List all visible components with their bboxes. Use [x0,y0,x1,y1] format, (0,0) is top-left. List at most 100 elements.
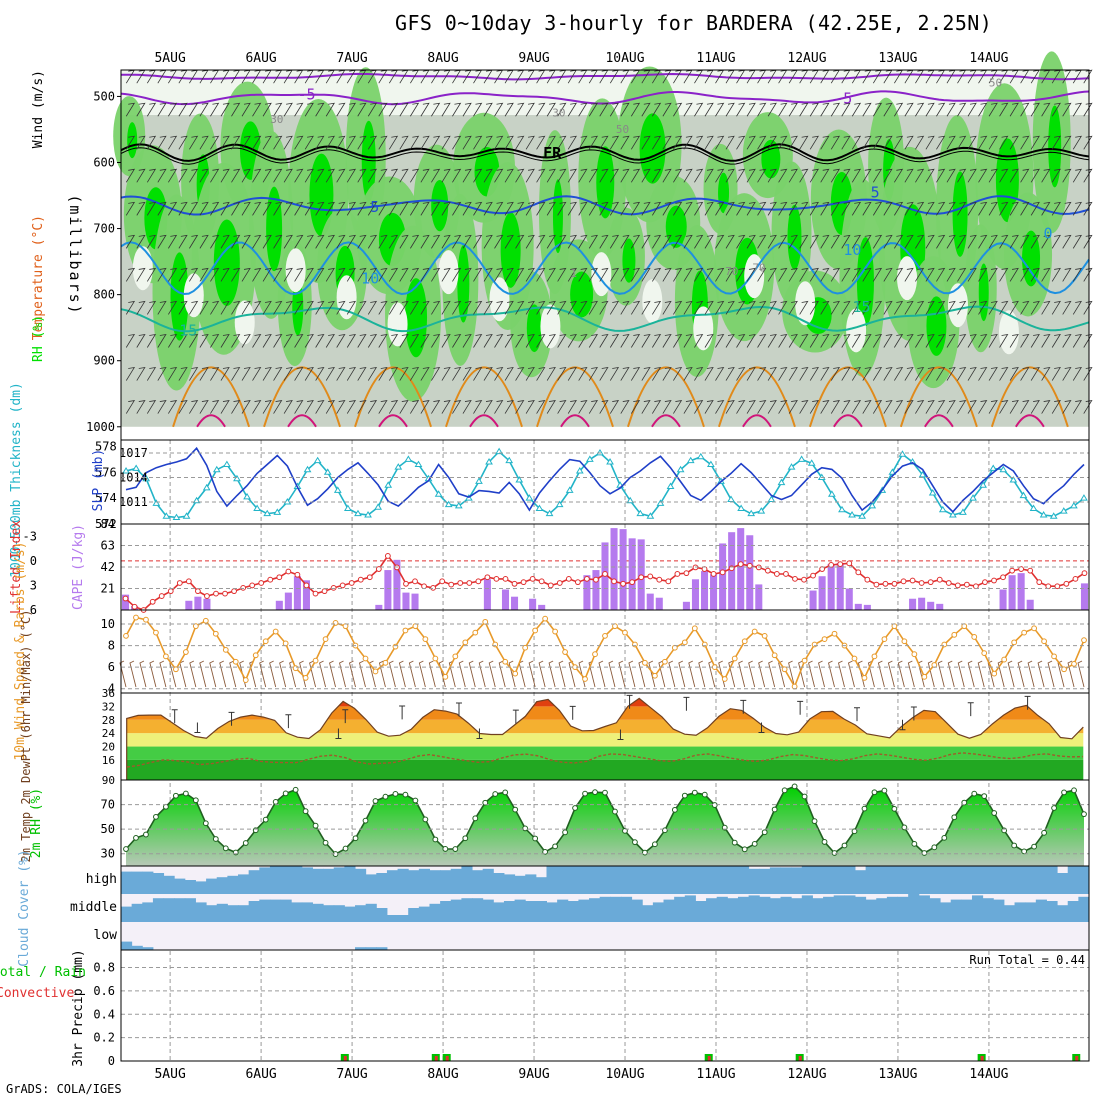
wind-speed-series-point [821,636,828,643]
wind-barb [452,102,462,117]
wind-barb [957,366,967,381]
wind-barb [294,135,304,150]
wind-barb [494,234,504,249]
cloud-high-bar [929,866,941,894]
wind-barb [399,168,409,183]
lifted-index-series-point [511,580,518,587]
wind-barb [1009,168,1019,183]
lifted-index-series-point [176,580,183,586]
wind-barb [746,234,756,249]
wind-barb [210,102,220,117]
wind-barb [768,660,776,688]
cloud-high-bar [982,866,994,894]
cloud-middle-bar [642,905,654,922]
wind-barb [525,300,535,315]
wind-barb [894,102,904,117]
wind-barb [1083,234,1093,249]
wind-barb [557,102,567,117]
wind-barb [946,102,956,117]
y-axis-label: 3hr Precip (mm) [71,949,86,1066]
cloud-high-bar [695,866,707,894]
rh-series-point [891,805,898,812]
wind-barb [851,400,862,414]
wind-barb [957,300,967,315]
wind-speed-series-point [292,665,299,672]
rh-dry-patch [947,283,968,328]
wind-barb [673,102,683,117]
thickness-series-point [918,470,927,478]
wind-barb [936,201,946,216]
wind-barb [557,234,567,249]
wind-barb [336,234,346,249]
lifted-index-series-point [927,579,934,586]
wind-barb [809,400,819,414]
isotherm-label: 0 [1044,224,1053,242]
temp-max-whisker [228,711,235,726]
wind-barb [1062,300,1072,315]
rh-series-point [512,806,519,813]
wind-barb [820,102,830,117]
wind-barb [139,660,147,688]
wind-barb [799,234,809,249]
wind-barb [925,400,935,414]
cloud-high-bar [514,875,526,894]
wind-barb [578,201,588,216]
temp-max-whisker [569,705,576,720]
wind-barb [957,333,967,348]
wind-barb [431,300,441,315]
thickness-series-point [202,483,211,491]
wind-barb [546,333,556,348]
wind-barb [199,366,209,381]
wind-barb [757,333,767,348]
wind-barb [157,366,167,381]
wind-barb [830,366,841,381]
lifted-index-series-point [384,553,391,559]
lifted-index-series-point [194,588,201,595]
wind-barb [620,201,630,216]
wind-barb [136,201,146,216]
wind-barb [894,201,904,216]
wind-barb [1083,168,1093,183]
wind-barb [220,135,230,150]
wind-barb [788,201,798,216]
wind-barb [588,267,599,282]
thickness-series-point [747,509,756,517]
wind-barb [431,102,441,117]
wind-barb [830,168,841,183]
wind-barb [231,102,241,117]
wind-barb [1051,300,1061,315]
cloud-middle-bar [1078,896,1090,922]
wind-barb [936,366,946,381]
wind-barb [1041,267,1051,282]
temp-max-whisker [455,702,462,717]
rh-series-point [262,816,269,823]
wind-barb [630,168,641,183]
wind-barb [708,660,716,688]
lifted-index-series-point [357,576,364,583]
wind-speed-series-point [133,614,139,621]
cloud-high-bar [227,875,239,894]
wind-barb [841,333,851,348]
wind-barb [1051,366,1061,381]
wind-barb [694,400,704,414]
rh-series-point [781,787,788,794]
cloud-middle-bar [801,895,813,922]
wind-barb [1083,333,1093,348]
wind-barb [778,400,788,414]
wind-barb [241,267,251,282]
x-tick-label-bottom: 7AUG [336,1067,367,1082]
wind-barb [588,135,599,150]
wind-barb [978,234,988,249]
wind-barb [157,333,167,348]
wind-barb [462,400,472,414]
wind-speed-series-point [971,634,978,640]
temp-max-whisker [285,714,292,729]
rh-saturated-patch [761,139,781,179]
y-tick-label: 578 [95,439,117,453]
wind-barb [220,300,230,315]
wind-barb [872,300,883,315]
wind-barb [915,135,925,150]
cloud-middle-bar [589,898,601,922]
wind-barb [567,400,577,414]
rh-series-point [123,846,129,852]
